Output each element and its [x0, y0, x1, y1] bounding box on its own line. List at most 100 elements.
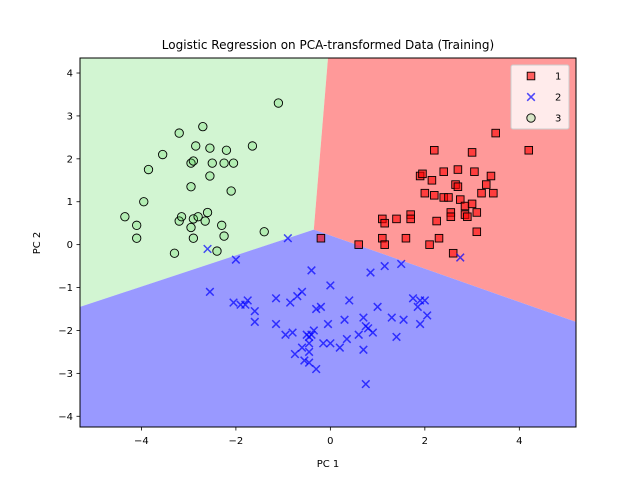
legend-label-3: 3: [555, 114, 561, 125]
data-point-class-3: [143, 164, 154, 175]
data-point-class-3: [188, 214, 199, 224]
data-point-class-1: [380, 240, 389, 249]
data-points: [120, 98, 534, 389]
data-point-class-1: [481, 180, 491, 189]
data-point-class-1: [444, 193, 453, 202]
data-point-class-2: [309, 326, 319, 335]
legend-label-2: 2: [555, 93, 561, 104]
data-point-class-2: [281, 330, 290, 340]
legend: 1 2 3: [510, 64, 570, 130]
legend-item-3: 3: [526, 113, 561, 125]
data-point-class-3: [219, 231, 229, 241]
data-point-class-3: [132, 220, 142, 230]
data-point-class-2: [283, 233, 293, 243]
data-point-class-3: [174, 128, 184, 138]
y-tick-label: −2: [58, 326, 73, 337]
data-point-class-2: [342, 334, 352, 344]
x-tick-label: 0: [327, 436, 333, 447]
data-point-class-1: [418, 169, 427, 179]
y-tick-label: 3: [67, 111, 73, 122]
legend-box: [510, 64, 570, 130]
data-point-class-2: [271, 319, 281, 329]
data-point-class-2: [318, 339, 328, 348]
data-point-class-3: [176, 212, 187, 222]
data-point-class-2: [205, 287, 215, 297]
x-tick-label: −4: [134, 436, 149, 447]
y-tick-label: −3: [58, 369, 73, 380]
data-point-class-3: [219, 158, 229, 168]
data-point-class-2: [297, 343, 307, 352]
data-point-class-3: [202, 207, 213, 218]
data-point-class-2: [229, 298, 238, 307]
data-point-class-3: [226, 186, 236, 196]
data-point-class-2: [311, 304, 321, 314]
data-point-class-3: [217, 220, 227, 230]
data-point-class-3: [188, 156, 199, 166]
data-point-class-2: [241, 300, 250, 310]
data-point-class-1: [460, 201, 470, 211]
data-point-class-2: [455, 253, 465, 262]
data-point-class-2: [420, 296, 430, 305]
data-point-class-2: [250, 306, 260, 316]
series-1: [316, 128, 534, 258]
data-point-class-3: [193, 212, 203, 222]
data-point-class-2: [326, 281, 335, 290]
data-point-class-2: [288, 328, 297, 337]
data-point-class-2: [366, 268, 375, 277]
data-point-class-2: [340, 315, 349, 325]
data-point-class-1: [427, 176, 437, 185]
data-point-class-1: [472, 227, 482, 237]
data-point-class-3: [200, 216, 210, 226]
data-point-class-3: [212, 246, 222, 256]
data-point-class-2: [399, 315, 408, 325]
y-tick-label: 2: [67, 154, 73, 165]
data-point-class-2: [290, 349, 300, 359]
data-point-class-2: [243, 296, 253, 305]
data-point-class-2: [392, 332, 401, 342]
region-class-2: [80, 229, 576, 427]
legend-item-1: 1: [526, 71, 561, 83]
data-point-class-2: [396, 259, 406, 269]
data-point-class-1: [406, 214, 415, 224]
data-point-class-2: [316, 302, 326, 312]
x-tick-label: −2: [229, 436, 244, 447]
chart-title: Logistic Regression on PCA-transformed D…: [162, 38, 494, 52]
legend-marker-3: [526, 113, 536, 123]
data-point-class-1: [470, 167, 479, 176]
data-point-class-1: [434, 233, 444, 243]
data-point-class-3: [221, 145, 232, 155]
legend-label-1: 1: [555, 72, 561, 83]
data-point-class-2: [285, 298, 295, 307]
y-axis-ticks: −4 −3 −2 −1 0 1 2 3 4: [58, 69, 80, 423]
data-point-class-1: [354, 240, 363, 249]
plot-frame: [79, 57, 577, 428]
data-point-class-3: [120, 212, 130, 222]
y-axis-label: PC 2: [32, 232, 43, 255]
data-point-class-3: [191, 141, 201, 151]
y-tick-label: 1: [67, 197, 73, 208]
data-point-class-1: [430, 145, 439, 155]
data-point-class-1: [425, 240, 434, 249]
data-point-class-3: [186, 222, 196, 233]
data-point-class-1: [380, 218, 389, 228]
y-tick-label: −4: [58, 412, 73, 423]
legend-marker-1: [526, 71, 536, 81]
data-point-class-1: [420, 188, 430, 198]
data-point-class-2: [368, 328, 378, 337]
data-point-class-3: [273, 98, 284, 108]
data-point-class-2: [323, 319, 333, 329]
legend-item-2: 2: [526, 93, 561, 104]
data-point-class-1: [448, 248, 458, 258]
data-point-class-2: [335, 343, 345, 352]
data-point-class-1: [446, 212, 456, 222]
series-2: [203, 233, 465, 389]
data-point-class-1: [401, 233, 411, 243]
data-point-class-2: [297, 287, 307, 297]
data-point-class-3: [205, 143, 215, 153]
data-point-class-2: [354, 330, 364, 340]
data-point-class-1: [430, 191, 439, 200]
data-point-class-3: [228, 158, 239, 168]
data-point-class-1: [486, 171, 496, 181]
data-point-class-1: [432, 216, 441, 226]
data-point-class-3: [158, 149, 168, 160]
